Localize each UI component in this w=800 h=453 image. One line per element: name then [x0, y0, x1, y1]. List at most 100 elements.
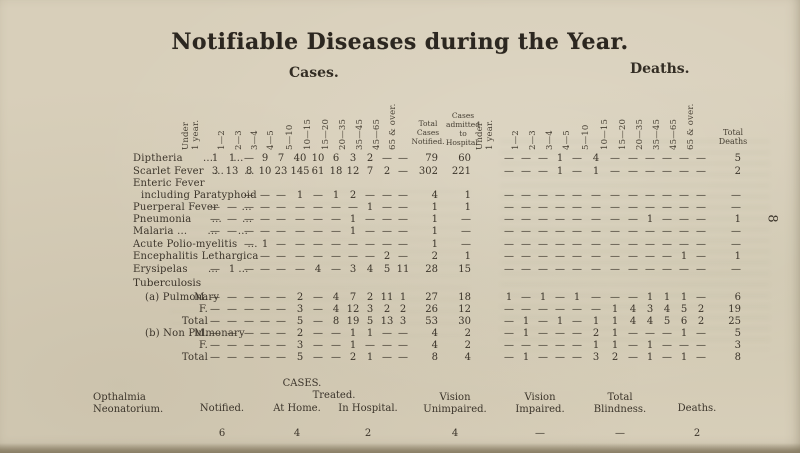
death-cell: 1	[556, 166, 564, 177]
death-cell: —	[696, 226, 706, 237]
age-header-deaths: 35—45	[652, 118, 662, 150]
death-cell: —	[538, 214, 548, 225]
case-cell: 3	[296, 340, 304, 351]
death-cell: —	[628, 202, 638, 213]
page-title: Notifiable Diseases during the Year.	[171, 28, 629, 55]
death-cell: —	[679, 340, 689, 351]
case-cell: —	[244, 153, 254, 164]
case-cell: —	[365, 190, 375, 201]
case-cell: 13	[225, 166, 239, 177]
death-cell: 1	[611, 340, 619, 351]
case-cell: —	[331, 352, 341, 363]
row-label: Erysipelas ... ...	[133, 264, 249, 275]
ophthalmia-value: —	[535, 428, 545, 439]
case-cell: —	[382, 214, 392, 225]
case-cell: —	[313, 190, 323, 201]
case-cell: —	[260, 340, 270, 351]
case-cell: —	[382, 226, 392, 237]
death-cell: —	[572, 190, 582, 201]
case-cell: —	[244, 328, 254, 339]
death-cell: —	[628, 166, 638, 177]
ophthalmia-cases-header: CASES.	[282, 378, 322, 389]
case-cell: 4	[332, 304, 340, 315]
death-cell: —	[591, 190, 601, 201]
death-cell: —	[521, 239, 531, 250]
case-cell: 3	[211, 166, 219, 177]
case-cell: —	[398, 251, 408, 262]
death-cell: —	[610, 292, 620, 303]
hospital-cell: 4	[464, 352, 471, 363]
case-cell: —	[295, 251, 305, 262]
hospital-cell: 60	[458, 153, 471, 164]
death-cell: —	[679, 190, 689, 201]
case-cell: 7	[349, 292, 357, 303]
case-cell: —	[313, 352, 323, 363]
total-cases-cell: 4	[431, 328, 438, 339]
case-cell: —	[276, 292, 286, 303]
death-cell: —	[555, 214, 565, 225]
case-cell: —	[313, 239, 323, 250]
total-cases-cell: 1	[431, 226, 438, 237]
case-cell: —	[260, 226, 270, 237]
case-cell: —	[382, 352, 392, 363]
total-cases-cell: 2	[431, 251, 438, 262]
ophthalmia-col-header: At Home.	[273, 403, 321, 414]
death-cell: —	[504, 190, 514, 201]
death-cell: —	[662, 239, 672, 250]
death-cell: 2	[592, 328, 600, 339]
death-cell: —	[538, 190, 548, 201]
case-cell: 2	[399, 304, 407, 315]
case-cell: 7	[277, 153, 285, 164]
death-cell: —	[538, 239, 548, 250]
death-cell: —	[610, 226, 620, 237]
row-sublabel: M.	[194, 292, 208, 303]
deaths-section-label: Deaths.	[630, 61, 690, 77]
case-cell: —	[244, 214, 254, 225]
death-cell: —	[538, 202, 548, 213]
death-cell: —	[628, 340, 638, 351]
hospital-cell: 221	[451, 166, 471, 177]
header-total-cases: Total Cases Notified.	[411, 119, 445, 146]
age-header-deaths: 2—3	[528, 130, 538, 150]
age-header-cases: Under 1 year.	[181, 119, 201, 150]
death-cell: —	[504, 352, 514, 363]
death-cell: 1	[522, 352, 530, 363]
death-cell: —	[628, 214, 638, 225]
total-deaths-cell: —	[731, 239, 741, 250]
ophthalmia-col-header: Deaths.	[677, 403, 717, 414]
death-cell: —	[662, 202, 672, 213]
age-header-cases: 1—2	[217, 130, 227, 150]
page-bottom-edge	[0, 443, 800, 453]
row-sublabel: F.	[199, 340, 208, 351]
row-label: Acute Polio-myelitis ...	[133, 239, 258, 250]
case-cell: —	[210, 352, 220, 363]
hospital-cell: 15	[458, 264, 471, 275]
case-cell: —	[276, 202, 286, 213]
case-cell: —	[398, 214, 408, 225]
death-cell: —	[504, 264, 514, 275]
case-cell: 19	[346, 316, 360, 327]
case-cell: —	[313, 251, 323, 262]
death-cell: 4	[592, 153, 600, 164]
case-cell: —	[398, 328, 408, 339]
page-number: 8	[764, 214, 780, 223]
case-cell: —	[260, 214, 270, 225]
case-cell: —	[260, 304, 270, 315]
death-cell: —	[662, 214, 672, 225]
case-cell: —	[276, 304, 286, 315]
death-cell: —	[538, 352, 548, 363]
death-cell: 1	[592, 316, 600, 327]
case-cell: 1	[349, 328, 357, 339]
case-cell: 1	[261, 239, 269, 250]
death-cell: —	[662, 226, 672, 237]
death-cell: —	[610, 264, 620, 275]
case-cell: 5	[296, 352, 304, 363]
case-cell: 4	[314, 264, 322, 275]
case-cell: —	[244, 340, 254, 351]
case-cell: —	[210, 292, 220, 303]
death-cell: 1	[646, 352, 654, 363]
age-header-deaths: 10—15	[600, 118, 610, 150]
case-cell: —	[348, 239, 358, 250]
age-header-deaths: 4—5	[562, 130, 572, 150]
